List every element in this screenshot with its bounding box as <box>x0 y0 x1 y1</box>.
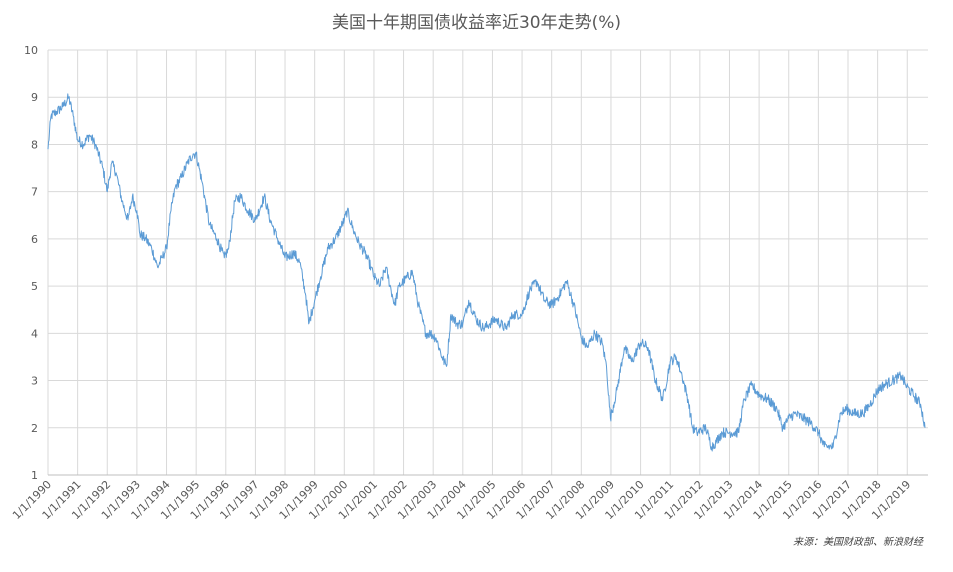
y-tick-label: 5 <box>31 280 38 293</box>
series-layer <box>47 93 926 452</box>
y-tick-label: 4 <box>31 327 38 340</box>
y-tick-label: 7 <box>31 186 38 199</box>
y-tick-label: 10 <box>24 44 38 57</box>
y-tick-label: 2 <box>31 422 38 435</box>
y-tick-label: 6 <box>31 233 38 246</box>
y-tick-label: 3 <box>31 375 38 388</box>
chart-title: 美国十年期国债收益率近30年走势(%) <box>331 13 622 33</box>
series-line <box>47 93 926 452</box>
y-tick-labels: 1 2 3 4 5 6 7 8 9 10 <box>24 44 38 482</box>
grid-layer <box>47 49 928 475</box>
y-tick-label: 8 <box>31 138 38 151</box>
source-note: 来源：美国财政部、新浪财经 <box>793 537 923 548</box>
y-tick-label: 9 <box>31 91 38 104</box>
y-tick-label: 1 <box>31 469 38 482</box>
x-tick-labels: 1/1/19901/1/19911/1/19921/1/19931/1/1994… <box>10 478 913 522</box>
